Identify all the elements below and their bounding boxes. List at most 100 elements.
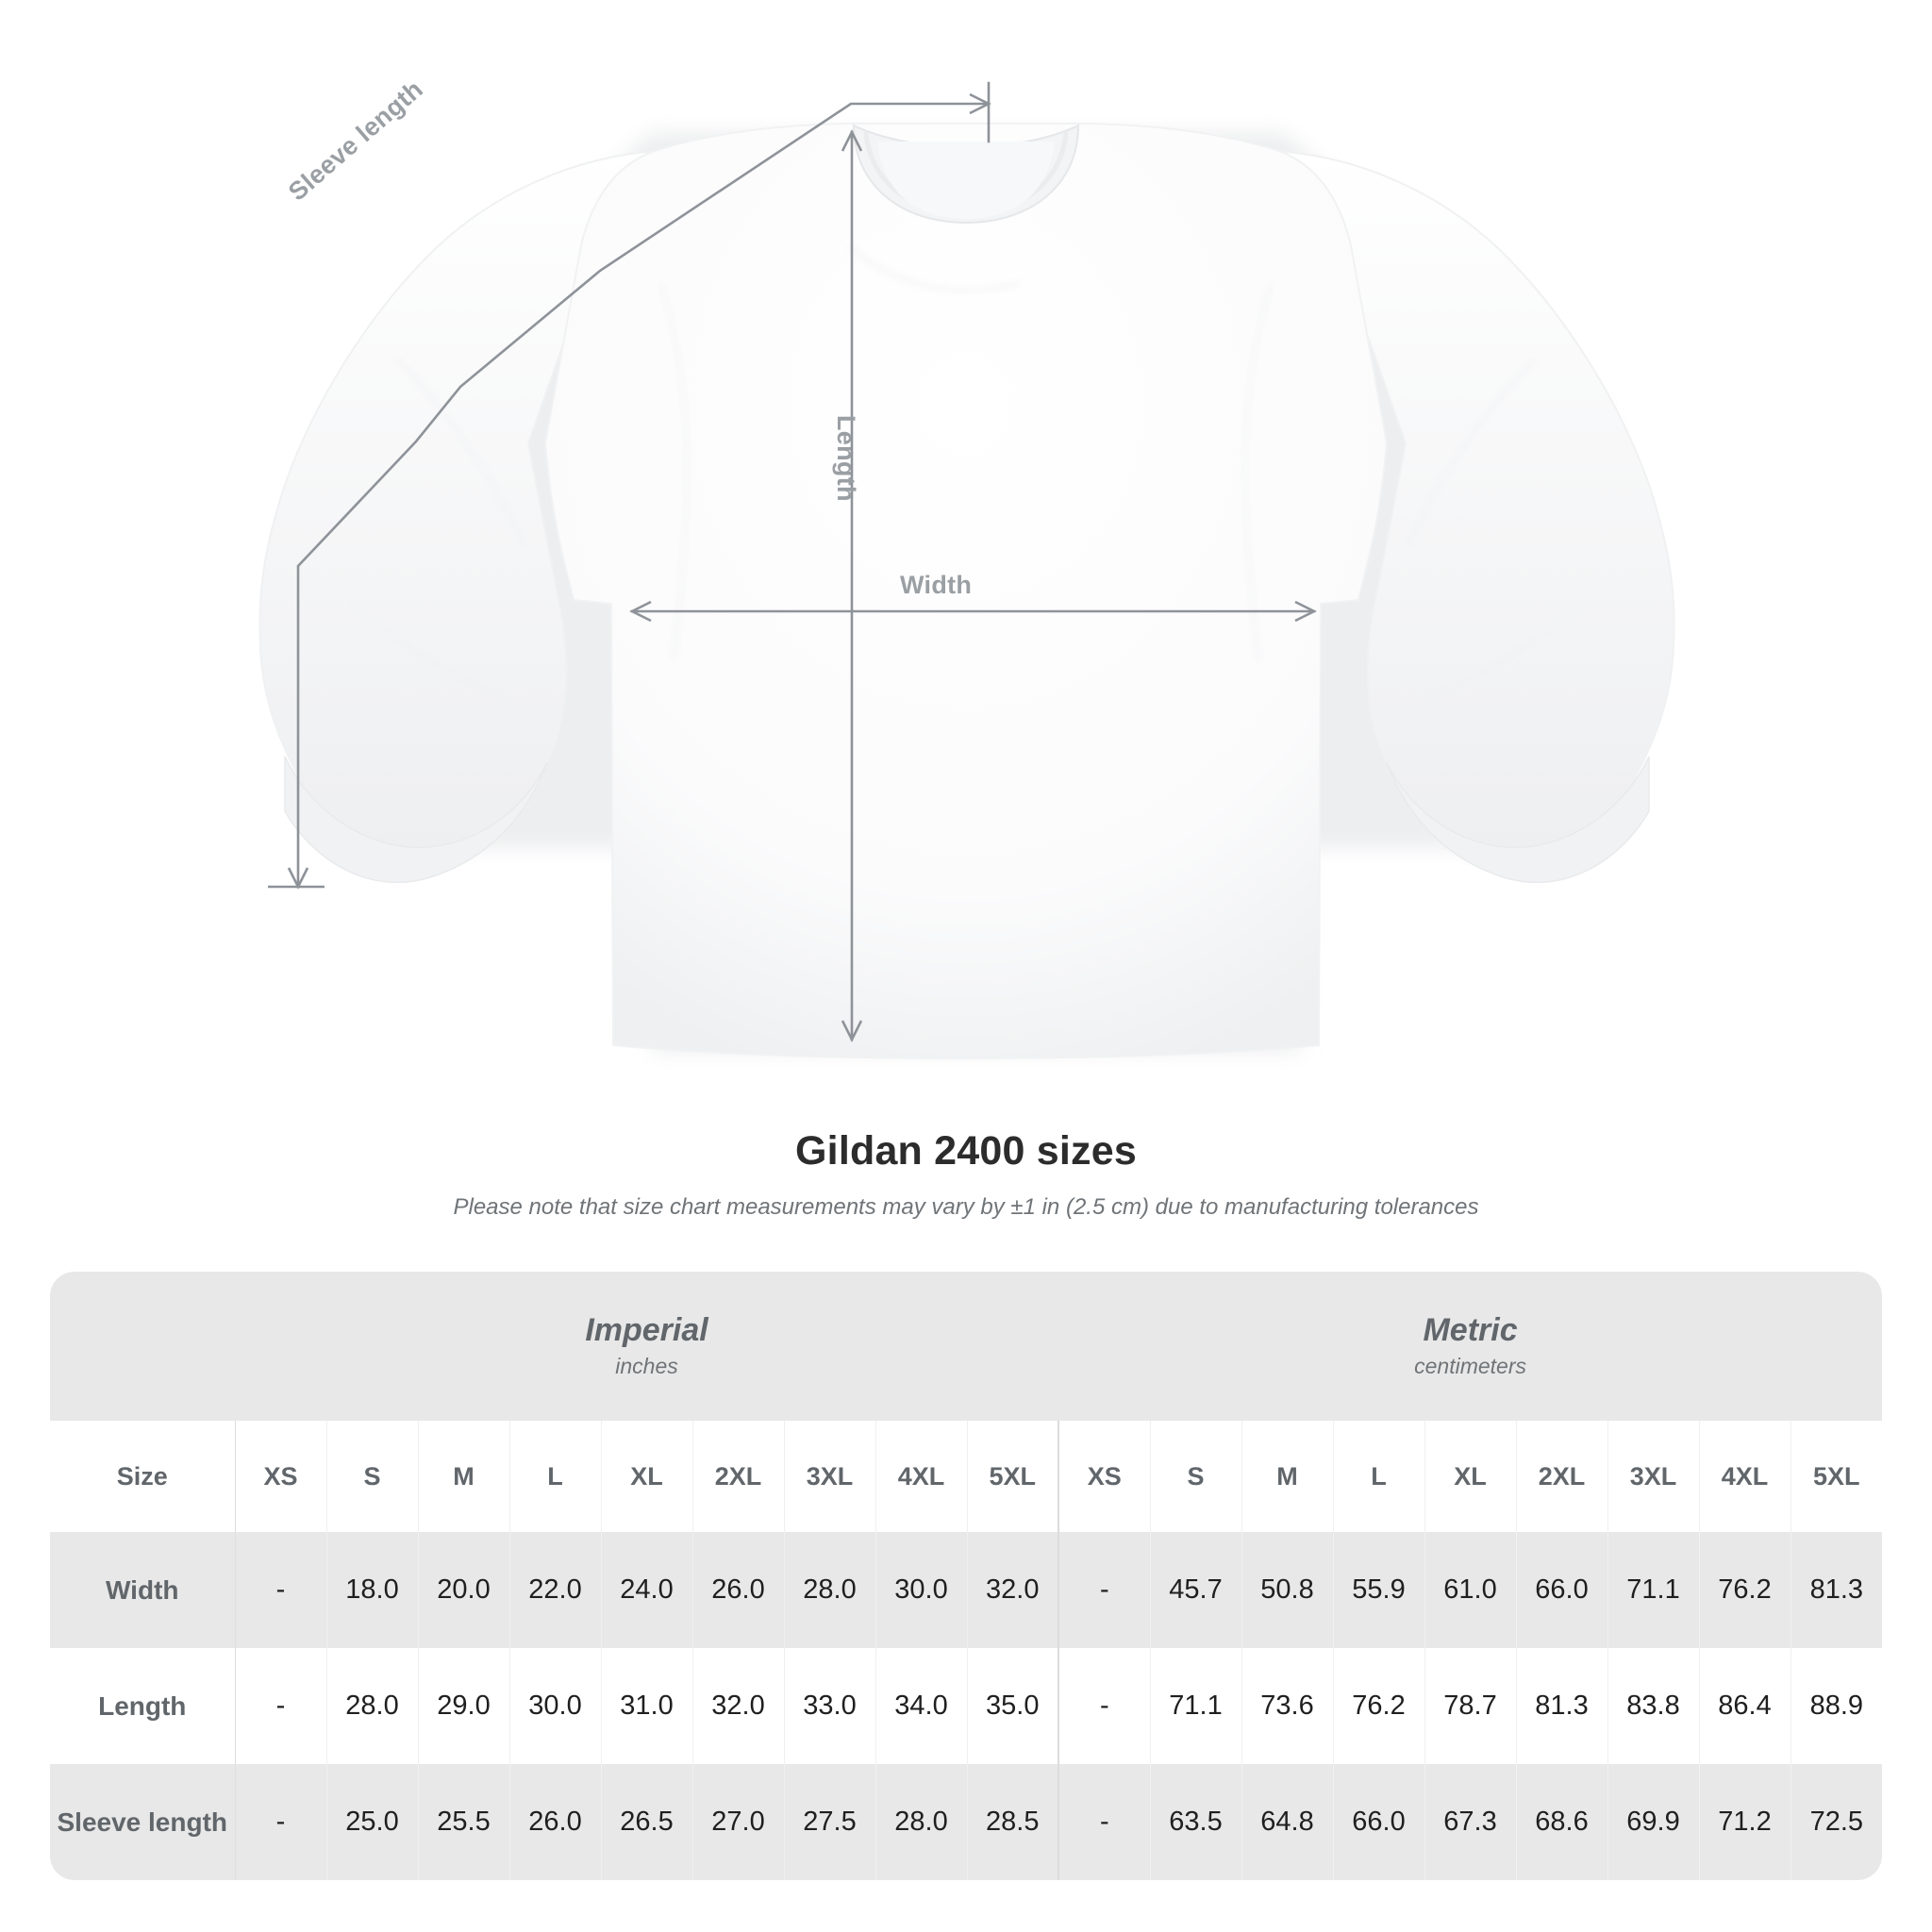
size-header-imperial-4xl: 4XL	[875, 1421, 968, 1532]
page-title: Gildan 2400 sizes	[795, 1128, 1137, 1174]
cell-length-imperial-xl: 31.0	[601, 1648, 693, 1764]
cell-sleeve-length-imperial-l: 26.0	[509, 1764, 602, 1880]
cell-length-metric-l: 76.2	[1333, 1648, 1425, 1764]
cell-width-imperial-xs: -	[235, 1532, 327, 1648]
cell-sleeve-length-metric-4xl: 71.2	[1699, 1764, 1791, 1880]
cell-width-imperial-5xl: 32.0	[967, 1532, 1059, 1648]
cell-width-metric-3xl: 71.1	[1607, 1532, 1700, 1648]
cell-width-metric-4xl: 76.2	[1699, 1532, 1791, 1648]
arrow-length-up	[841, 129, 863, 152]
cell-sleeve-length-metric-2xl: 68.6	[1516, 1764, 1608, 1880]
size-column-header: Size	[50, 1421, 236, 1532]
cell-sleeve-length-imperial-s: 25.0	[326, 1764, 419, 1880]
title-block: Gildan 2400 sizes Please note that size …	[0, 1128, 1932, 1221]
cell-width-imperial-xl: 24.0	[601, 1532, 693, 1648]
size-table-wrap: Imperial inches Metric centimeters Size XS S M L…	[50, 1272, 1883, 1880]
size-table: Imperial inches Metric centimeters Size XS S M L…	[50, 1272, 1883, 1880]
cell-length-imperial-3xl: 33.0	[784, 1648, 876, 1764]
cell-width-metric-s: 45.7	[1150, 1532, 1242, 1648]
cell-sleeve-length-imperial-3xl: 27.5	[784, 1764, 876, 1880]
unit-group-imperial: Imperial inches	[235, 1272, 1059, 1421]
arrow-length-down	[841, 1020, 863, 1042]
cell-width-imperial-s: 18.0	[326, 1532, 419, 1648]
cell-length-metric-xl: 78.7	[1424, 1648, 1517, 1764]
sleeve-length-line	[296, 102, 991, 889]
unit-group-subtitle: inches	[615, 1354, 678, 1378]
size-header-metric-4xl: 4XL	[1699, 1421, 1791, 1532]
size-header-metric-2xl: 2XL	[1516, 1421, 1608, 1532]
length-label: Length	[832, 415, 860, 502]
size-header-metric-xs: XS	[1058, 1421, 1151, 1532]
measurement-arrows	[268, 92, 1317, 1042]
cell-length-metric-4xl: 86.4	[1699, 1648, 1791, 1764]
garment-illustration: Sleeve length Length Width	[258, 75, 1675, 1060]
cell-length-imperial-2xl: 32.0	[692, 1648, 785, 1764]
cell-sleeve-length-metric-s: 63.5	[1150, 1764, 1242, 1880]
cell-sleeve-length-metric-3xl: 69.9	[1607, 1764, 1700, 1880]
right-cuff	[1386, 756, 1650, 884]
cell-width-metric-m: 50.8	[1241, 1532, 1334, 1648]
cell-sleeve-length-metric-5xl: 72.5	[1790, 1764, 1883, 1880]
cell-length-metric-2xl: 81.3	[1516, 1648, 1608, 1764]
neck-opening	[877, 142, 1055, 219]
size-header-imperial-s: S	[326, 1421, 419, 1532]
cell-length-metric-5xl: 88.9	[1790, 1648, 1883, 1764]
shirt-graphic	[258, 81, 1675, 1060]
row-label-width: Width	[50, 1532, 236, 1648]
row-label-length: Length	[50, 1648, 236, 1764]
arrow-width-right	[1294, 600, 1317, 623]
cell-length-imperial-xs: -	[235, 1648, 327, 1764]
size-header-metric-xl: XL	[1424, 1421, 1517, 1532]
left-cuff	[284, 756, 548, 884]
measurement-lines	[296, 81, 1316, 1041]
cell-width-imperial-4xl: 30.0	[875, 1532, 968, 1648]
fabric-folds	[348, 243, 1584, 702]
cell-width-imperial-l: 22.0	[509, 1532, 602, 1648]
cell-width-metric-l: 55.9	[1333, 1532, 1425, 1648]
cell-width-metric-xs: -	[1058, 1532, 1151, 1648]
cell-sleeve-length-imperial-5xl: 28.5	[967, 1764, 1059, 1880]
width-label: Width	[900, 571, 973, 599]
size-header-metric-l: L	[1333, 1421, 1425, 1532]
size-header-imperial-2xl: 2XL	[692, 1421, 785, 1532]
size-header-metric-m: M	[1241, 1421, 1334, 1532]
size-header-imperial-m: M	[418, 1421, 510, 1532]
cell-sleeve-length-metric-l: 66.0	[1333, 1764, 1425, 1880]
cell-width-metric-5xl: 81.3	[1790, 1532, 1883, 1648]
table-row: Length -28.0 29.0 30.0 31.0 32.0 33.0 34.0 35.0-…	[50, 1648, 1883, 1764]
unit-group-name: Imperial	[585, 1311, 708, 1348]
shirt-body	[543, 123, 1389, 1060]
cell-length-imperial-s: 28.0	[326, 1648, 419, 1764]
unit-group-metric: Metric centimeters	[1058, 1272, 1883, 1421]
row-label-sleeve-length: Sleeve length	[50, 1764, 236, 1880]
size-header-metric-s: S	[1150, 1421, 1242, 1532]
size-header-imperial-xs: XS	[235, 1421, 327, 1532]
cell-sleeve-length-imperial-xs: -	[235, 1764, 327, 1880]
table-row: Sleeve length -25.0 25.5 26.0 26.5 27.0 27.5 28…	[50, 1764, 1883, 1880]
cell-length-imperial-4xl: 34.0	[875, 1648, 968, 1764]
arrow-width-left	[629, 600, 652, 623]
size-header-imperial-xl: XL	[601, 1421, 693, 1532]
cell-sleeve-length-metric-xl: 67.3	[1424, 1764, 1517, 1880]
page-subtitle: Please note that size chart measurements…	[453, 1194, 1479, 1220]
size-table-body: Imperial inches Metric centimeters Size XS S M L…	[50, 1272, 1883, 1880]
cell-width-imperial-3xl: 28.0	[784, 1532, 876, 1648]
cell-sleeve-length-imperial-xl: 26.5	[601, 1764, 693, 1880]
size-header-row: Size XS S M L XL 2XL 3XL 4XL 5XL XS S M L XL 2XL 3XL 4XL 5…	[50, 1421, 1883, 1532]
table-row: Width -18.0 20.0 22.0 24.0 26.0 28.0 30.0 32.0-4…	[50, 1532, 1883, 1648]
size-header-metric-5xl: 5XL	[1790, 1421, 1883, 1532]
cell-sleeve-length-metric-m: 64.8	[1241, 1764, 1334, 1880]
unit-header-spacer	[50, 1272, 235, 1421]
size-header-imperial-3xl: 3XL	[784, 1421, 876, 1532]
size-header-metric-3xl: 3XL	[1607, 1421, 1700, 1532]
cell-length-metric-m: 73.6	[1241, 1648, 1334, 1764]
cell-sleeve-length-metric-xs: -	[1058, 1764, 1151, 1880]
cell-length-imperial-l: 30.0	[509, 1648, 602, 1764]
cell-length-metric-3xl: 83.8	[1607, 1648, 1700, 1764]
cell-width-metric-2xl: 66.0	[1516, 1532, 1608, 1648]
size-header-imperial-5xl: 5XL	[967, 1421, 1059, 1532]
cell-length-imperial-m: 29.0	[418, 1648, 510, 1764]
cell-width-metric-xl: 61.0	[1424, 1532, 1517, 1648]
cell-sleeve-length-imperial-2xl: 27.0	[692, 1764, 785, 1880]
cell-length-imperial-5xl: 35.0	[967, 1648, 1059, 1764]
